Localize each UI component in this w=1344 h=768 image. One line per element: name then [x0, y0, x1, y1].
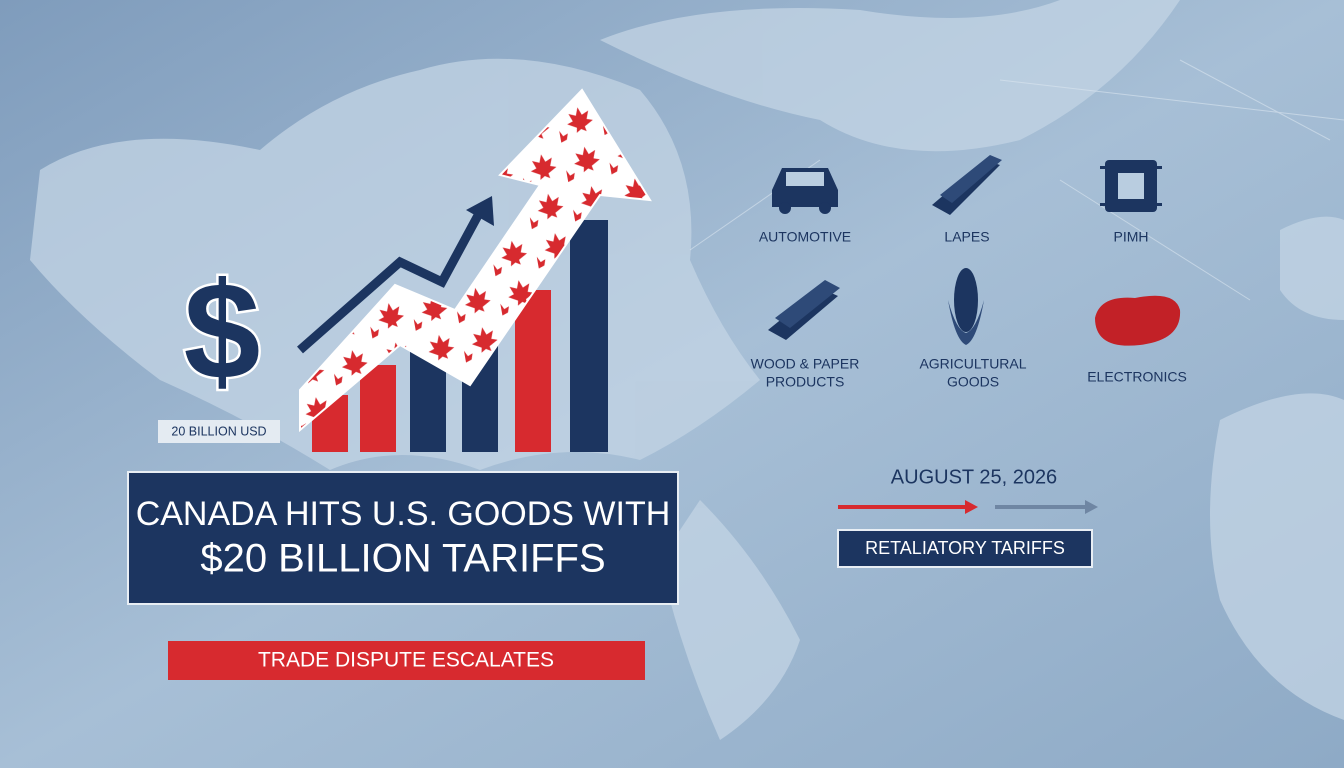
- tag: RETALIATORY TARIFFS: [865, 538, 1065, 558]
- subheadline-bar: [168, 641, 645, 680]
- amount-badge: [158, 420, 280, 443]
- goods-label: AUTOMOTIVE: [759, 229, 851, 245]
- arrow-head: [1085, 500, 1098, 514]
- goods-label: GOODS: [947, 374, 999, 390]
- goods-label: ELECTRONICS: [1087, 369, 1187, 385]
- goods-labels: AUTOMOTIVE LAPES PIMH WOOD & PAPER PRODUCTS A…: [751, 229, 1187, 390]
- money-icon: $: [184, 254, 261, 408]
- goods-label: AGRICULTURAL: [919, 356, 1026, 372]
- arrow-head: [965, 500, 978, 514]
- goods-label: WOOD & PAPER: [751, 356, 860, 372]
- goods-label: LAPES: [944, 229, 989, 245]
- amount-label: 20 BILLION USD: [171, 424, 266, 438]
- decorative-chart: [297, 88, 652, 452]
- headline-line: CANADA HITS U.S. GOODS WITH: [136, 495, 671, 533]
- subheadline: TRADE DISPUTE ESCALATES: [258, 649, 554, 672]
- tag-box: [837, 529, 1093, 568]
- goods-icons: [768, 155, 1181, 346]
- headline-line: $20 BILLION TARIFFS: [200, 537, 605, 581]
- date: AUGUST 25, 2026: [891, 466, 1057, 488]
- headline-box: [127, 471, 679, 605]
- goods-label: PRODUCTS: [766, 374, 845, 390]
- goods-label: PIMH: [1114, 229, 1149, 245]
